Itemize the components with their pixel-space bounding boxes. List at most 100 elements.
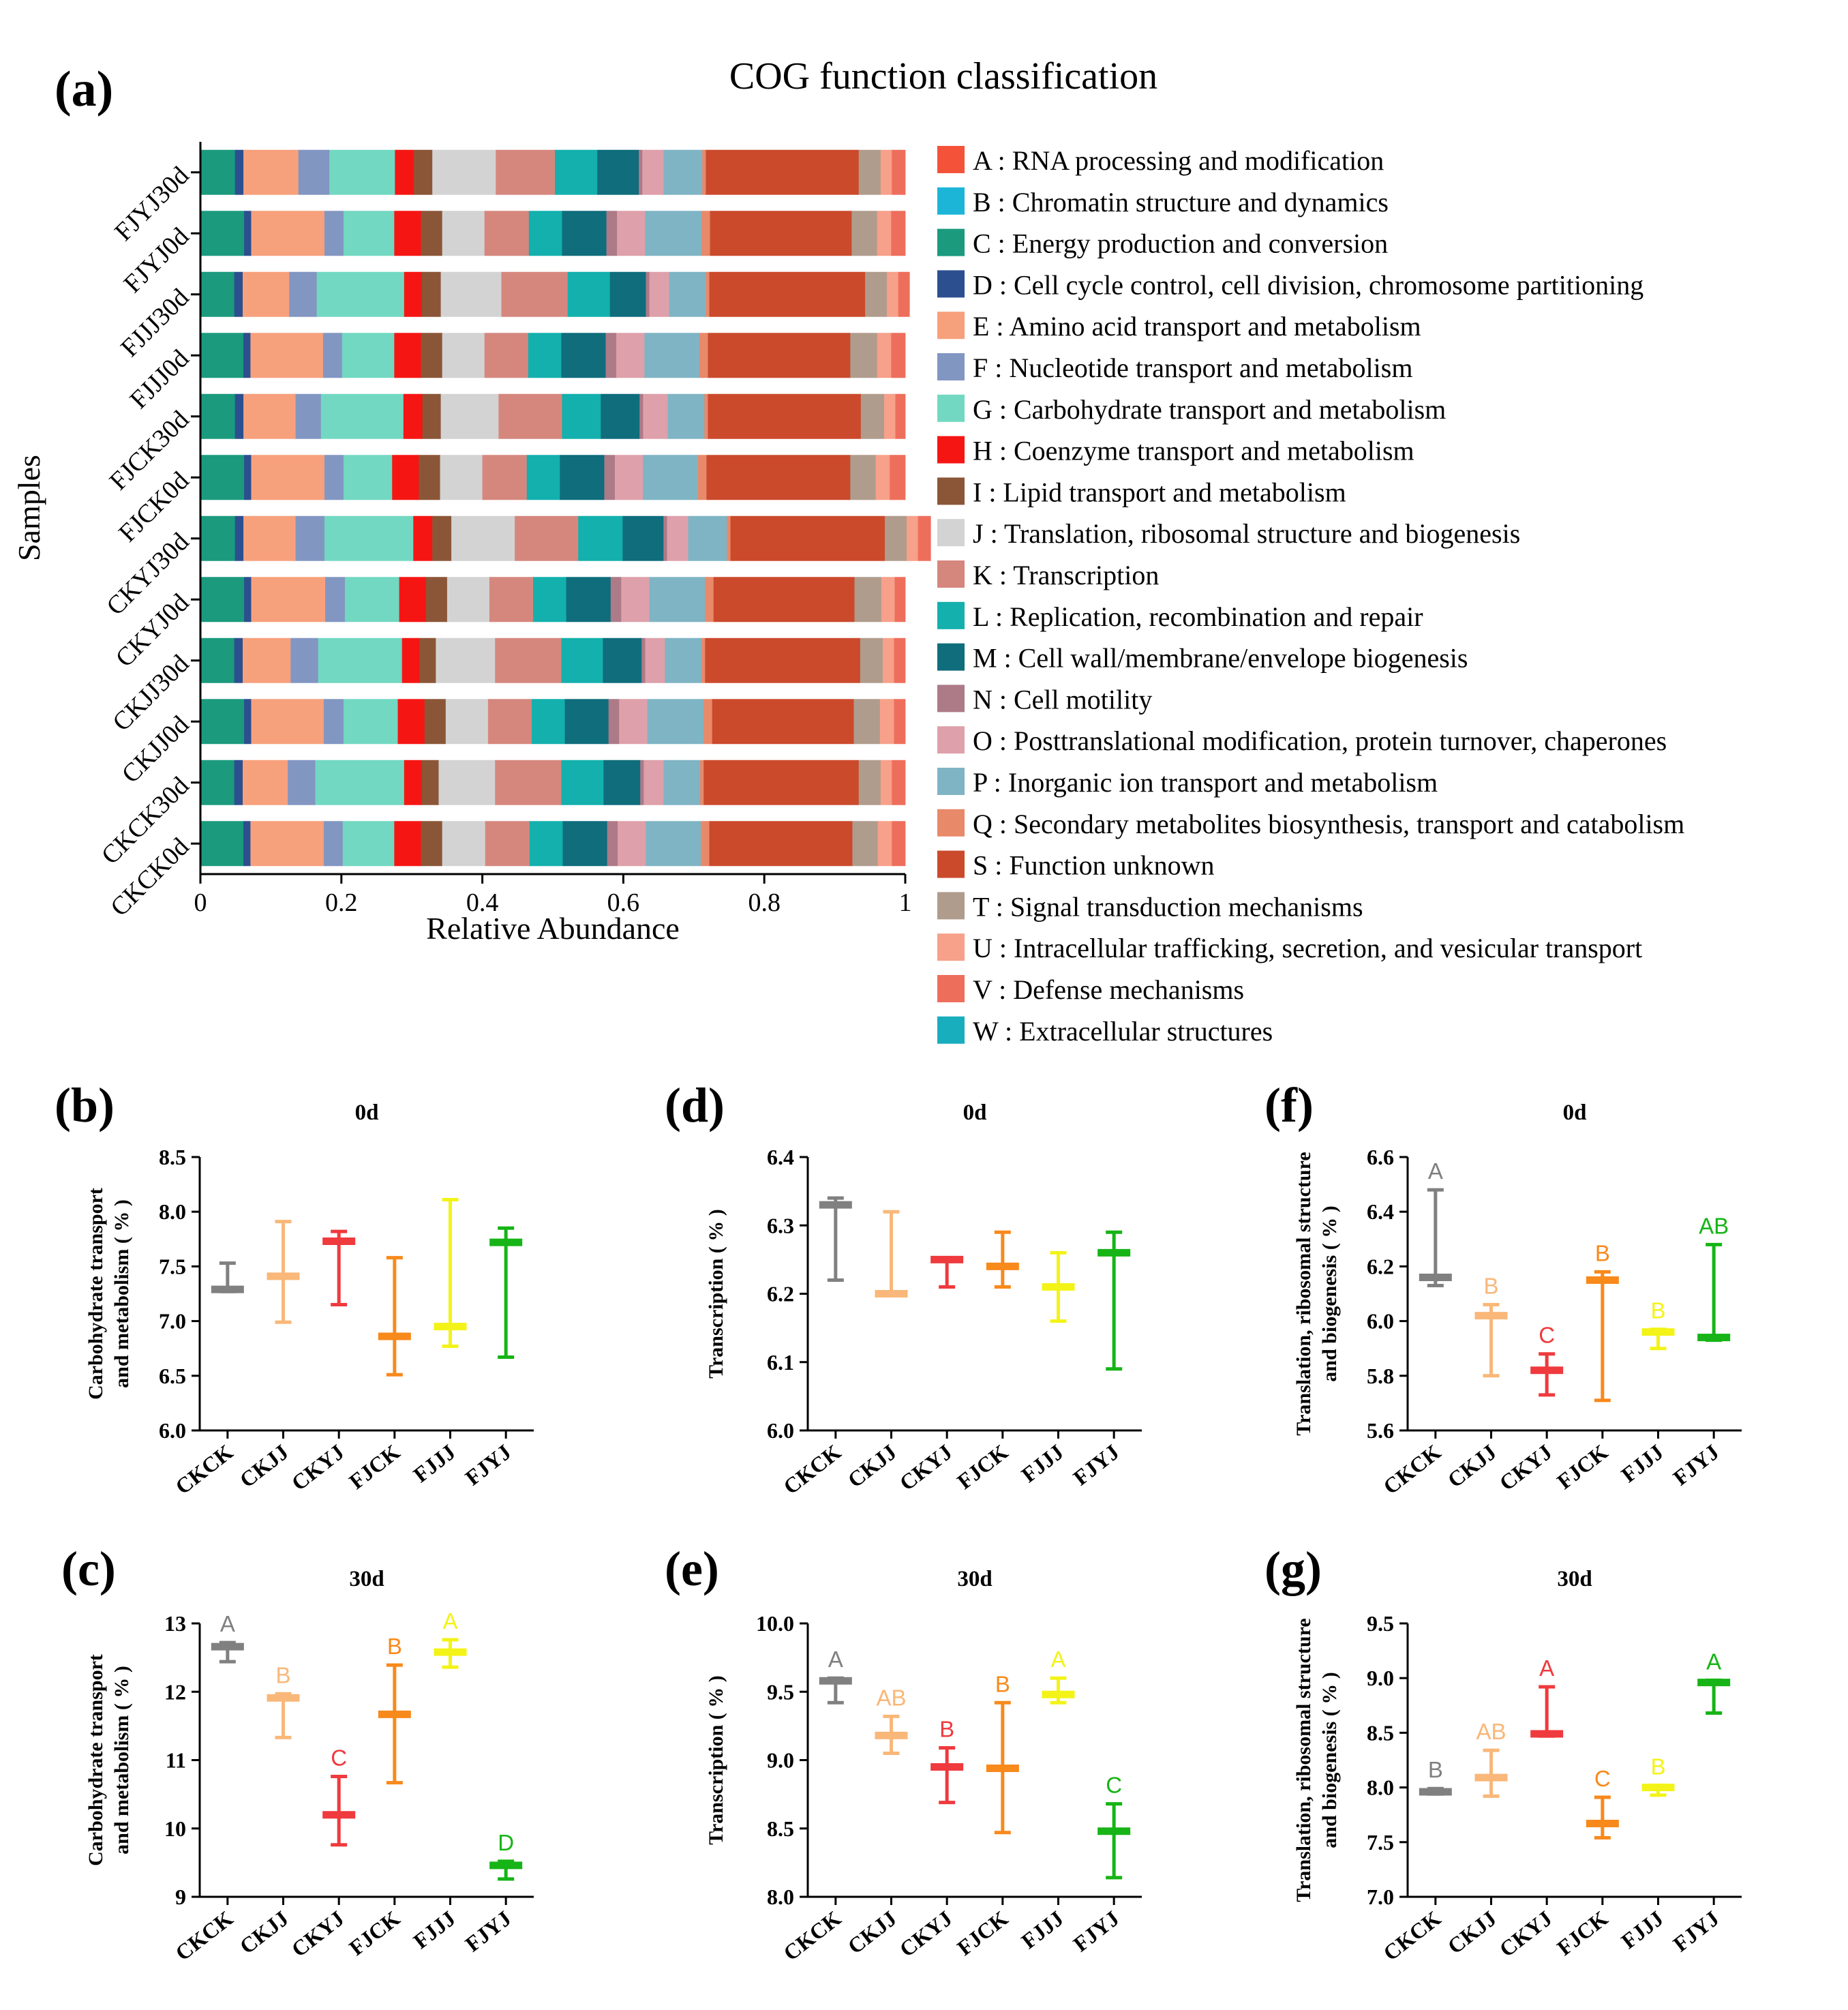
bar-segment-i-fjjj0d	[421, 333, 443, 378]
bar-segment-v-fjck0d	[890, 455, 906, 500]
y-tick-label: 10	[164, 1816, 186, 1841]
panel-b-chart: 0d 6.0 6.5 7.0 7.5 8.0 8.5 Carbohydrate transpo…	[85, 1100, 534, 1499]
legend-entry-l: L : Replication, recombination and repai…	[973, 601, 1423, 632]
x-tick-label-fjck: FJCK	[952, 1439, 1012, 1494]
y-tick-label-fjjj30d: FJJJ30d	[115, 283, 194, 362]
bar-segment-j-ckjj0d	[445, 699, 489, 745]
bar-segment-p-fjjj0d	[644, 333, 700, 378]
bar-segment-s-fjjj0d	[708, 333, 851, 378]
bar-segment-q-ckyj0d	[705, 577, 714, 622]
bar-segment-g-ckjj30d	[318, 638, 403, 683]
bar-segment-d-fjyj0d	[244, 211, 252, 256]
bar-segment-h-fjyj0d	[394, 211, 422, 256]
legend-entry-c: C : Energy production and conversion	[973, 228, 1388, 259]
bar-segment-e-ckjj0d	[251, 699, 324, 745]
bar-segment-t-ckck0d	[852, 821, 879, 867]
significance-letter-fjjj: A	[1050, 1647, 1065, 1672]
x-tick-label: 0.2	[325, 888, 358, 917]
x-tick-label-ckck: CKCK	[778, 1906, 845, 1966]
x-tick-label-ckjj: CKJJ	[843, 1439, 901, 1492]
bar-segment-p-fjck0d	[643, 455, 699, 500]
bar-segment-k-ckck0d	[485, 821, 530, 867]
bar-segment-h-fjck0d	[392, 455, 419, 500]
bar-segment-s-ckjj30d	[705, 638, 861, 683]
legend-swatch-g	[937, 394, 965, 422]
bar-segment-s-fjyj30d	[706, 149, 860, 195]
bar-segment-h-fjjj30d	[404, 271, 423, 317]
x-tick-label-fjck: FJCK	[1552, 1439, 1612, 1494]
y-axis-label-line: Transcription ( % )	[705, 1675, 727, 1845]
x-tick-label-ckyj: CKYJ	[895, 1439, 957, 1495]
bar-segment-c-ckyj0d	[200, 577, 245, 622]
x-tick-label-ckck: CKCK	[1378, 1906, 1445, 1966]
bar-segment-l-fjck0d	[526, 455, 560, 500]
significance-letter-ckck: B	[1428, 1757, 1443, 1782]
legend-swatch-v	[937, 975, 965, 1002]
legend-swatch-m	[937, 643, 965, 671]
bar-segment-o-fjck0d	[614, 455, 643, 500]
x-tick-label-fjyj: FJYJ	[1068, 1906, 1123, 1956]
bar-segment-j-ckyj0d	[446, 577, 490, 622]
y-axis-label: Carbohydrate transport and metabolism ( %…	[85, 1188, 133, 1400]
y-tick-label: 6.2	[1367, 1254, 1394, 1278]
bar-segment-n-fjck0d	[604, 455, 616, 500]
legend-swatch-a	[937, 146, 965, 173]
bar-segment-v-fjck30d	[895, 393, 906, 439]
bar-segment-p-ckyj30d	[688, 515, 727, 561]
y-axis-label-line: and biogenesis ( % )	[1318, 1672, 1341, 1848]
bar-segment-m-ckyj0d	[566, 577, 611, 622]
bar-segment-p-fjyj30d	[663, 149, 703, 195]
significance-letter-fjyj: D	[498, 1830, 514, 1855]
x-tick-label-ckck: CKCK	[1378, 1439, 1445, 1499]
bar-segment-n-fjyj30d	[639, 149, 643, 195]
bar-segment-o-ckjj0d	[619, 699, 648, 745]
bar-segment-c-ckyj30d	[200, 515, 236, 561]
bar-segment-c-fjck0d	[200, 455, 245, 500]
legend-entry-f: F : Nucleotide transport and metabolism	[973, 352, 1412, 383]
bar-segment-h-fjck30d	[403, 393, 423, 439]
legend-swatch-o	[937, 726, 965, 754]
bar-segment-j-ckyj30d	[451, 515, 515, 561]
x-tick-label-ckyj: CKYJ	[1495, 1439, 1557, 1495]
bar-segment-d-fjyj30d	[234, 149, 244, 195]
legend-entry-o: O : Posttranslational modification, prot…	[973, 725, 1667, 756]
bar-segment-i-ckck30d	[421, 760, 439, 805]
bar-segment-l-fjck30d	[562, 393, 601, 439]
x-tick-label-fjyj: FJYJ	[1068, 1439, 1123, 1490]
bar-segment-p-ckck30d	[663, 760, 701, 805]
bar-segment-q-ckck30d	[700, 760, 704, 805]
bar-segment-v-ckyj0d	[894, 577, 906, 622]
bar-segment-u-fjyj30d	[880, 149, 892, 195]
y-tick-label: 7.5	[1367, 1830, 1394, 1855]
significance-letter-ckyj: C	[1539, 1323, 1555, 1348]
bar-segment-q-ckjj0d	[703, 699, 713, 745]
bar-segment-k-fjyj0d	[484, 211, 530, 256]
chart-title: 30d	[349, 1567, 384, 1591]
bar-segment-g-ckck30d	[315, 760, 405, 805]
y-tick-label: 13	[164, 1611, 186, 1636]
bar-segment-d-ckyj0d	[244, 577, 252, 622]
bar-segment-e-fjck0d	[251, 455, 325, 500]
bar-segment-g-ckjj0d	[343, 699, 398, 745]
x-tick-label-ckjj: CKJJ	[235, 1906, 293, 1959]
x-tick-label-fjjj: FJJJ	[1616, 1906, 1667, 1953]
x-tick-label-fjjj: FJJJ	[408, 1906, 459, 1953]
bar-segment-i-fjyj30d	[414, 149, 433, 195]
y-tick-label: 5.6	[1367, 1418, 1394, 1443]
y-tick-label: 7.0	[1367, 1885, 1394, 1909]
bar-segment-t-ckyj0d	[854, 577, 882, 622]
y-tick-label: 6.0	[1367, 1309, 1394, 1334]
bar-segment-t-fjck0d	[850, 455, 876, 500]
y-tick-label: 6.4	[1367, 1199, 1394, 1224]
panel-f-chart: 0d 5.6 5.8 6.0 6.2 6.4 6.6 Translation, ribosom…	[1292, 1100, 1742, 1499]
bar-segment-e-ckyj30d	[243, 515, 296, 561]
bar-segment-f-fjjj0d	[322, 333, 343, 378]
bar-segment-t-fjck30d	[860, 393, 885, 439]
legend-swatch-w	[937, 1016, 965, 1044]
bar-segment-s-ckyj0d	[713, 577, 855, 622]
significance-letter-fjyj: C	[1106, 1773, 1122, 1798]
chart-title: 0d	[355, 1100, 379, 1125]
bar-segment-p-fjyj0d	[645, 211, 702, 256]
bar-segment-d-ckyj30d	[234, 515, 244, 561]
bar-segment-h-ckck30d	[404, 760, 423, 805]
